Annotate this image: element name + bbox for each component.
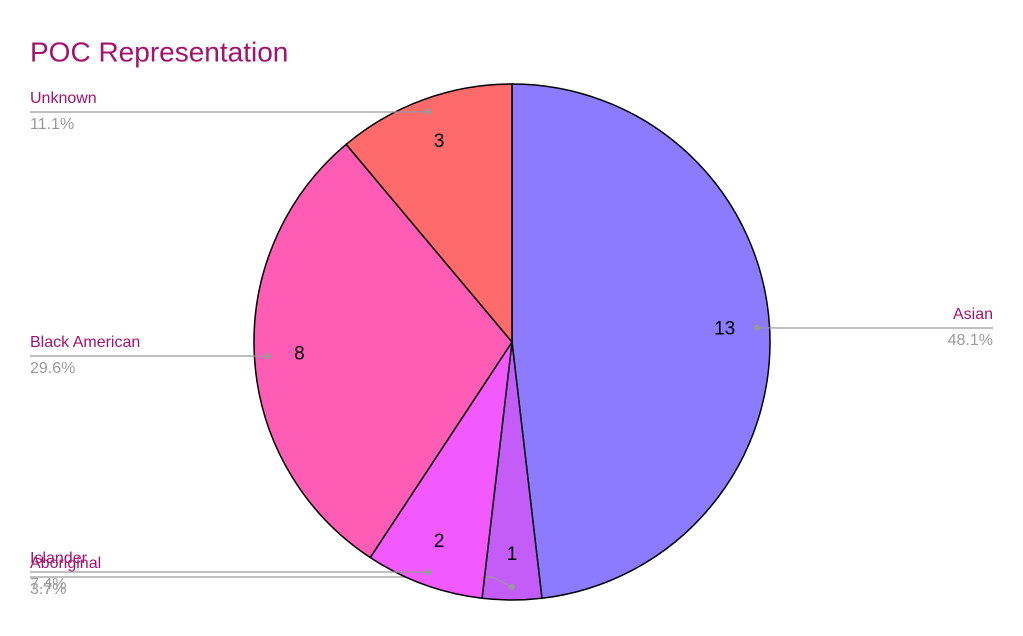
value-label: 2 xyxy=(434,531,445,552)
value-label: 13 xyxy=(714,319,735,340)
percent-label: 11.1% xyxy=(30,116,74,133)
legend-label: Black American xyxy=(30,334,140,351)
leader-dot xyxy=(264,353,270,359)
legend-label: Asian xyxy=(953,306,993,323)
percent-label: 48.1% xyxy=(948,332,993,349)
value-label: 8 xyxy=(294,343,305,364)
leader-dot xyxy=(754,325,760,331)
legend-label: Unknown xyxy=(30,90,97,107)
chart-title: POC Representation xyxy=(30,36,288,67)
value-label: 1 xyxy=(507,544,518,565)
leader-dot xyxy=(425,109,431,115)
legend-label: Islander xyxy=(30,550,88,567)
percent-label: 29.6% xyxy=(30,360,75,377)
value-label: 3 xyxy=(434,131,445,152)
pie-slice xyxy=(512,84,770,598)
leader-dot xyxy=(509,584,515,590)
leader-dot xyxy=(425,569,431,575)
percent-label: 7.4% xyxy=(30,576,66,593)
